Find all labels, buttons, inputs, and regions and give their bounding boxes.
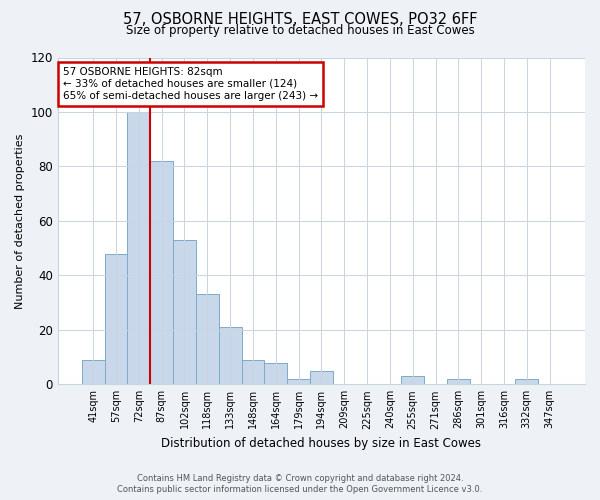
Bar [265,362,287,384]
Bar [218,327,242,384]
Y-axis label: Number of detached properties: Number of detached properties [15,133,25,308]
Bar [401,376,424,384]
Bar [515,379,538,384]
Bar [287,379,310,384]
X-axis label: Distribution of detached houses by size in East Cowes: Distribution of detached houses by size … [161,437,481,450]
Bar [447,379,470,384]
Bar [196,294,218,384]
Bar [104,254,127,384]
Text: Contains HM Land Registry data © Crown copyright and database right 2024.
Contai: Contains HM Land Registry data © Crown c… [118,474,482,494]
Bar [127,112,150,384]
Text: Size of property relative to detached houses in East Cowes: Size of property relative to detached ho… [125,24,475,37]
Text: 57 OSBORNE HEIGHTS: 82sqm
← 33% of detached houses are smaller (124)
65% of semi: 57 OSBORNE HEIGHTS: 82sqm ← 33% of detac… [63,68,318,100]
Text: 57, OSBORNE HEIGHTS, EAST COWES, PO32 6FF: 57, OSBORNE HEIGHTS, EAST COWES, PO32 6F… [123,12,477,26]
Bar [82,360,104,384]
Bar [242,360,265,384]
Bar [310,370,333,384]
Bar [150,161,173,384]
Bar [173,240,196,384]
